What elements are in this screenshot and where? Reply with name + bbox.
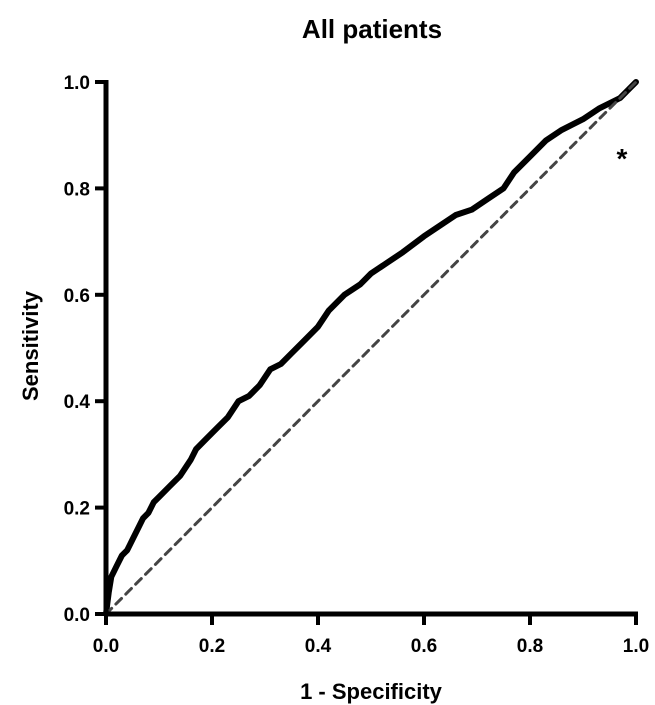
x-axis-label: 1 - Specificity (300, 679, 443, 704)
y-tick-label: 1.0 (64, 73, 90, 94)
y-tick-label: 0.0 (64, 605, 90, 626)
roc-curve (103, 79, 639, 617)
x-tick-label: 1.0 (623, 636, 649, 657)
reference-line (104, 80, 638, 616)
significance-asterisk: * (617, 143, 628, 174)
y-tick-label: 0.4 (64, 392, 91, 413)
x-tick-label: 0.6 (411, 636, 437, 657)
x-axis-ticks: 0.0 0.2 0.4 0.6 0.8 1.0 (93, 614, 649, 657)
y-tick-label: 0.8 (64, 179, 90, 200)
y-tick-label: 0.6 (64, 286, 90, 307)
x-tick-label: 0.0 (93, 636, 119, 657)
chart-title: All patients (302, 14, 442, 44)
y-tick-label: 0.2 (64, 499, 90, 520)
x-tick-label: 0.4 (305, 636, 332, 657)
x-tick-label: 0.2 (199, 636, 225, 657)
x-tick-label: 0.8 (517, 636, 543, 657)
y-axis-label: Sensitivity (18, 290, 43, 401)
plot-area (103, 79, 639, 617)
y-axis-ticks: 0.0 0.2 0.4 0.6 0.8 1.0 (64, 73, 106, 626)
